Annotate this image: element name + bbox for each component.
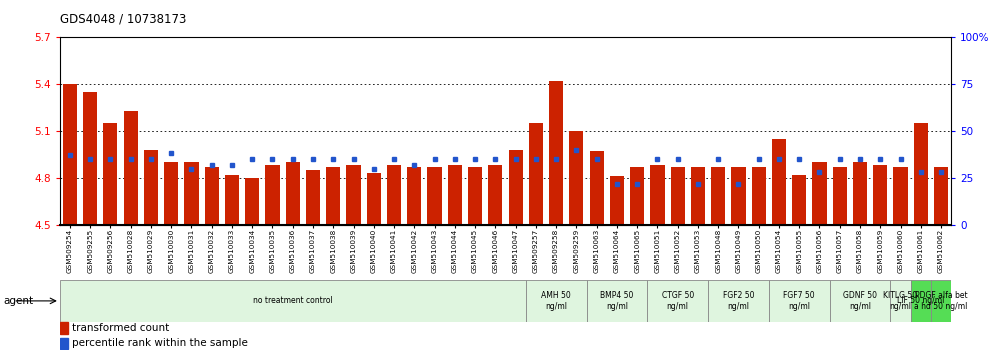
Bar [752,167,766,225]
Text: LIF 50 ng/ml: LIF 50 ng/ml [897,296,944,306]
Text: CTGF 50
ng/ml: CTGF 50 ng/ml [661,291,694,310]
Text: KITLG 50
ng/ml: KITLG 50 ng/ml [883,291,917,310]
Bar [526,280,587,322]
Bar [347,165,361,225]
Text: GDS4048 / 10738173: GDS4048 / 10738173 [60,12,186,25]
Bar [549,81,563,225]
Bar [60,280,526,322]
Bar [326,167,341,225]
Bar [468,167,482,225]
Text: no treatment control: no treatment control [253,296,333,306]
Text: PDGF alfa bet
a hd 50 ng/ml: PDGF alfa bet a hd 50 ng/ml [914,291,968,310]
Bar [488,165,502,225]
Bar [245,178,259,225]
Bar [265,165,280,225]
Bar [367,173,380,225]
Bar [792,175,807,225]
Bar [708,280,769,322]
Bar [387,165,401,225]
Bar [691,167,705,225]
Bar [407,167,421,225]
Bar [164,162,178,225]
Bar [184,162,198,225]
Bar [934,167,948,225]
Bar [830,280,890,322]
Bar [610,176,623,225]
Bar [587,280,647,322]
Bar [833,167,847,225]
Bar [890,280,910,322]
Text: AMH 50
ng/ml: AMH 50 ng/ml [541,291,571,310]
Bar [853,162,868,225]
Bar [873,165,887,225]
Text: BMP4 50
ng/ml: BMP4 50 ng/ml [601,291,633,310]
Text: FGF7 50
ng/ml: FGF7 50 ng/ml [784,291,815,310]
Bar [104,123,118,225]
Bar [63,84,77,225]
Bar [813,162,827,225]
Text: GDNF 50
ng/ml: GDNF 50 ng/ml [843,291,877,310]
Bar [731,167,746,225]
Bar [306,170,320,225]
Bar [630,167,644,225]
Bar [60,337,68,349]
Bar [448,165,462,225]
Bar [570,131,584,225]
Bar [772,139,786,225]
Bar [893,167,907,225]
Bar [910,280,931,322]
Bar [83,92,98,225]
Bar [225,175,239,225]
Text: FGF2 50
ng/ml: FGF2 50 ng/ml [723,291,754,310]
Bar [60,322,68,334]
Bar [931,280,951,322]
Bar [670,167,685,225]
Bar [590,151,604,225]
Bar [913,123,928,225]
Bar [427,167,441,225]
Bar [769,280,830,322]
Text: transformed count: transformed count [73,323,169,333]
Bar [509,150,523,225]
Bar [711,167,725,225]
Bar [204,167,219,225]
Bar [286,162,300,225]
Text: agent: agent [3,296,33,306]
Bar [143,150,158,225]
Bar [529,123,543,225]
Bar [650,165,664,225]
Bar [124,111,137,225]
Bar [647,280,708,322]
Text: percentile rank within the sample: percentile rank within the sample [73,338,248,348]
